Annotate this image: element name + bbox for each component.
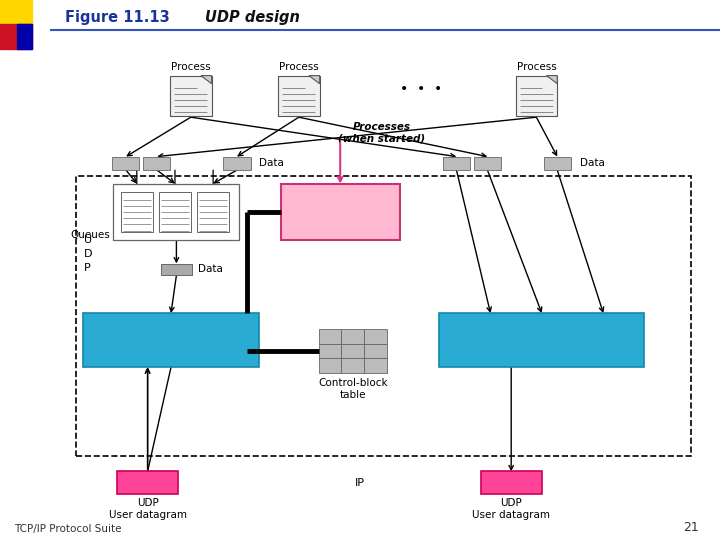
Bar [474, 157, 501, 170]
Text: Queues: Queues [70, 230, 109, 240]
Text: Data: Data [580, 158, 605, 168]
Text: Process: Process [279, 62, 319, 72]
Bar [319, 329, 341, 344]
Bar [197, 192, 229, 232]
Bar [112, 157, 139, 170]
Text: U
D
P: U D P [84, 235, 93, 273]
Text: IP: IP [355, 478, 365, 488]
Text: Process: Process [516, 62, 557, 72]
Bar [341, 329, 364, 344]
Bar [364, 344, 387, 358]
Text: •  •  •: • • • [400, 82, 442, 96]
Text: Process: Process [171, 62, 211, 72]
Bar [161, 264, 192, 275]
Bar [117, 471, 179, 494]
Bar [281, 184, 400, 240]
Bar [159, 192, 192, 232]
Text: UDP
User datagram: UDP User datagram [109, 498, 186, 520]
Bar [143, 157, 170, 170]
Polygon shape [546, 76, 557, 84]
Bar [319, 344, 341, 358]
Text: Output module: Output module [489, 334, 595, 347]
Text: Data: Data [259, 158, 284, 168]
Text: Control-block
table: Control-block table [318, 378, 387, 400]
Bar [17, 24, 32, 49]
Bar [83, 313, 259, 367]
Bar [516, 76, 557, 116]
Polygon shape [309, 76, 320, 84]
Bar [319, 358, 341, 373]
Bar [76, 176, 691, 456]
Bar [278, 76, 320, 116]
Bar [481, 471, 541, 494]
Bar [443, 157, 470, 170]
Bar [121, 192, 153, 232]
Text: Control-block
module: Control-block module [298, 201, 382, 222]
Bar [364, 358, 387, 373]
Text: 21: 21 [683, 521, 698, 534]
Polygon shape [201, 76, 212, 84]
Bar [223, 157, 251, 170]
Text: Input module: Input module [125, 334, 217, 347]
Bar [341, 358, 364, 373]
Bar [114, 184, 240, 240]
Bar [364, 329, 387, 344]
Text: UDP design: UDP design [205, 10, 300, 25]
Bar [544, 157, 571, 170]
Text: Processes
(when started): Processes (when started) [338, 122, 426, 143]
Bar [0, 24, 32, 49]
Text: Figure 11.13: Figure 11.13 [65, 10, 169, 25]
Text: Data: Data [198, 265, 223, 274]
Text: TCP/IP Protocol Suite: TCP/IP Protocol Suite [14, 523, 122, 534]
Bar [439, 313, 644, 367]
Bar [341, 344, 364, 358]
Text: UDP
User datagram: UDP User datagram [472, 498, 550, 520]
Bar [0, 0, 32, 24]
Bar [170, 76, 212, 116]
